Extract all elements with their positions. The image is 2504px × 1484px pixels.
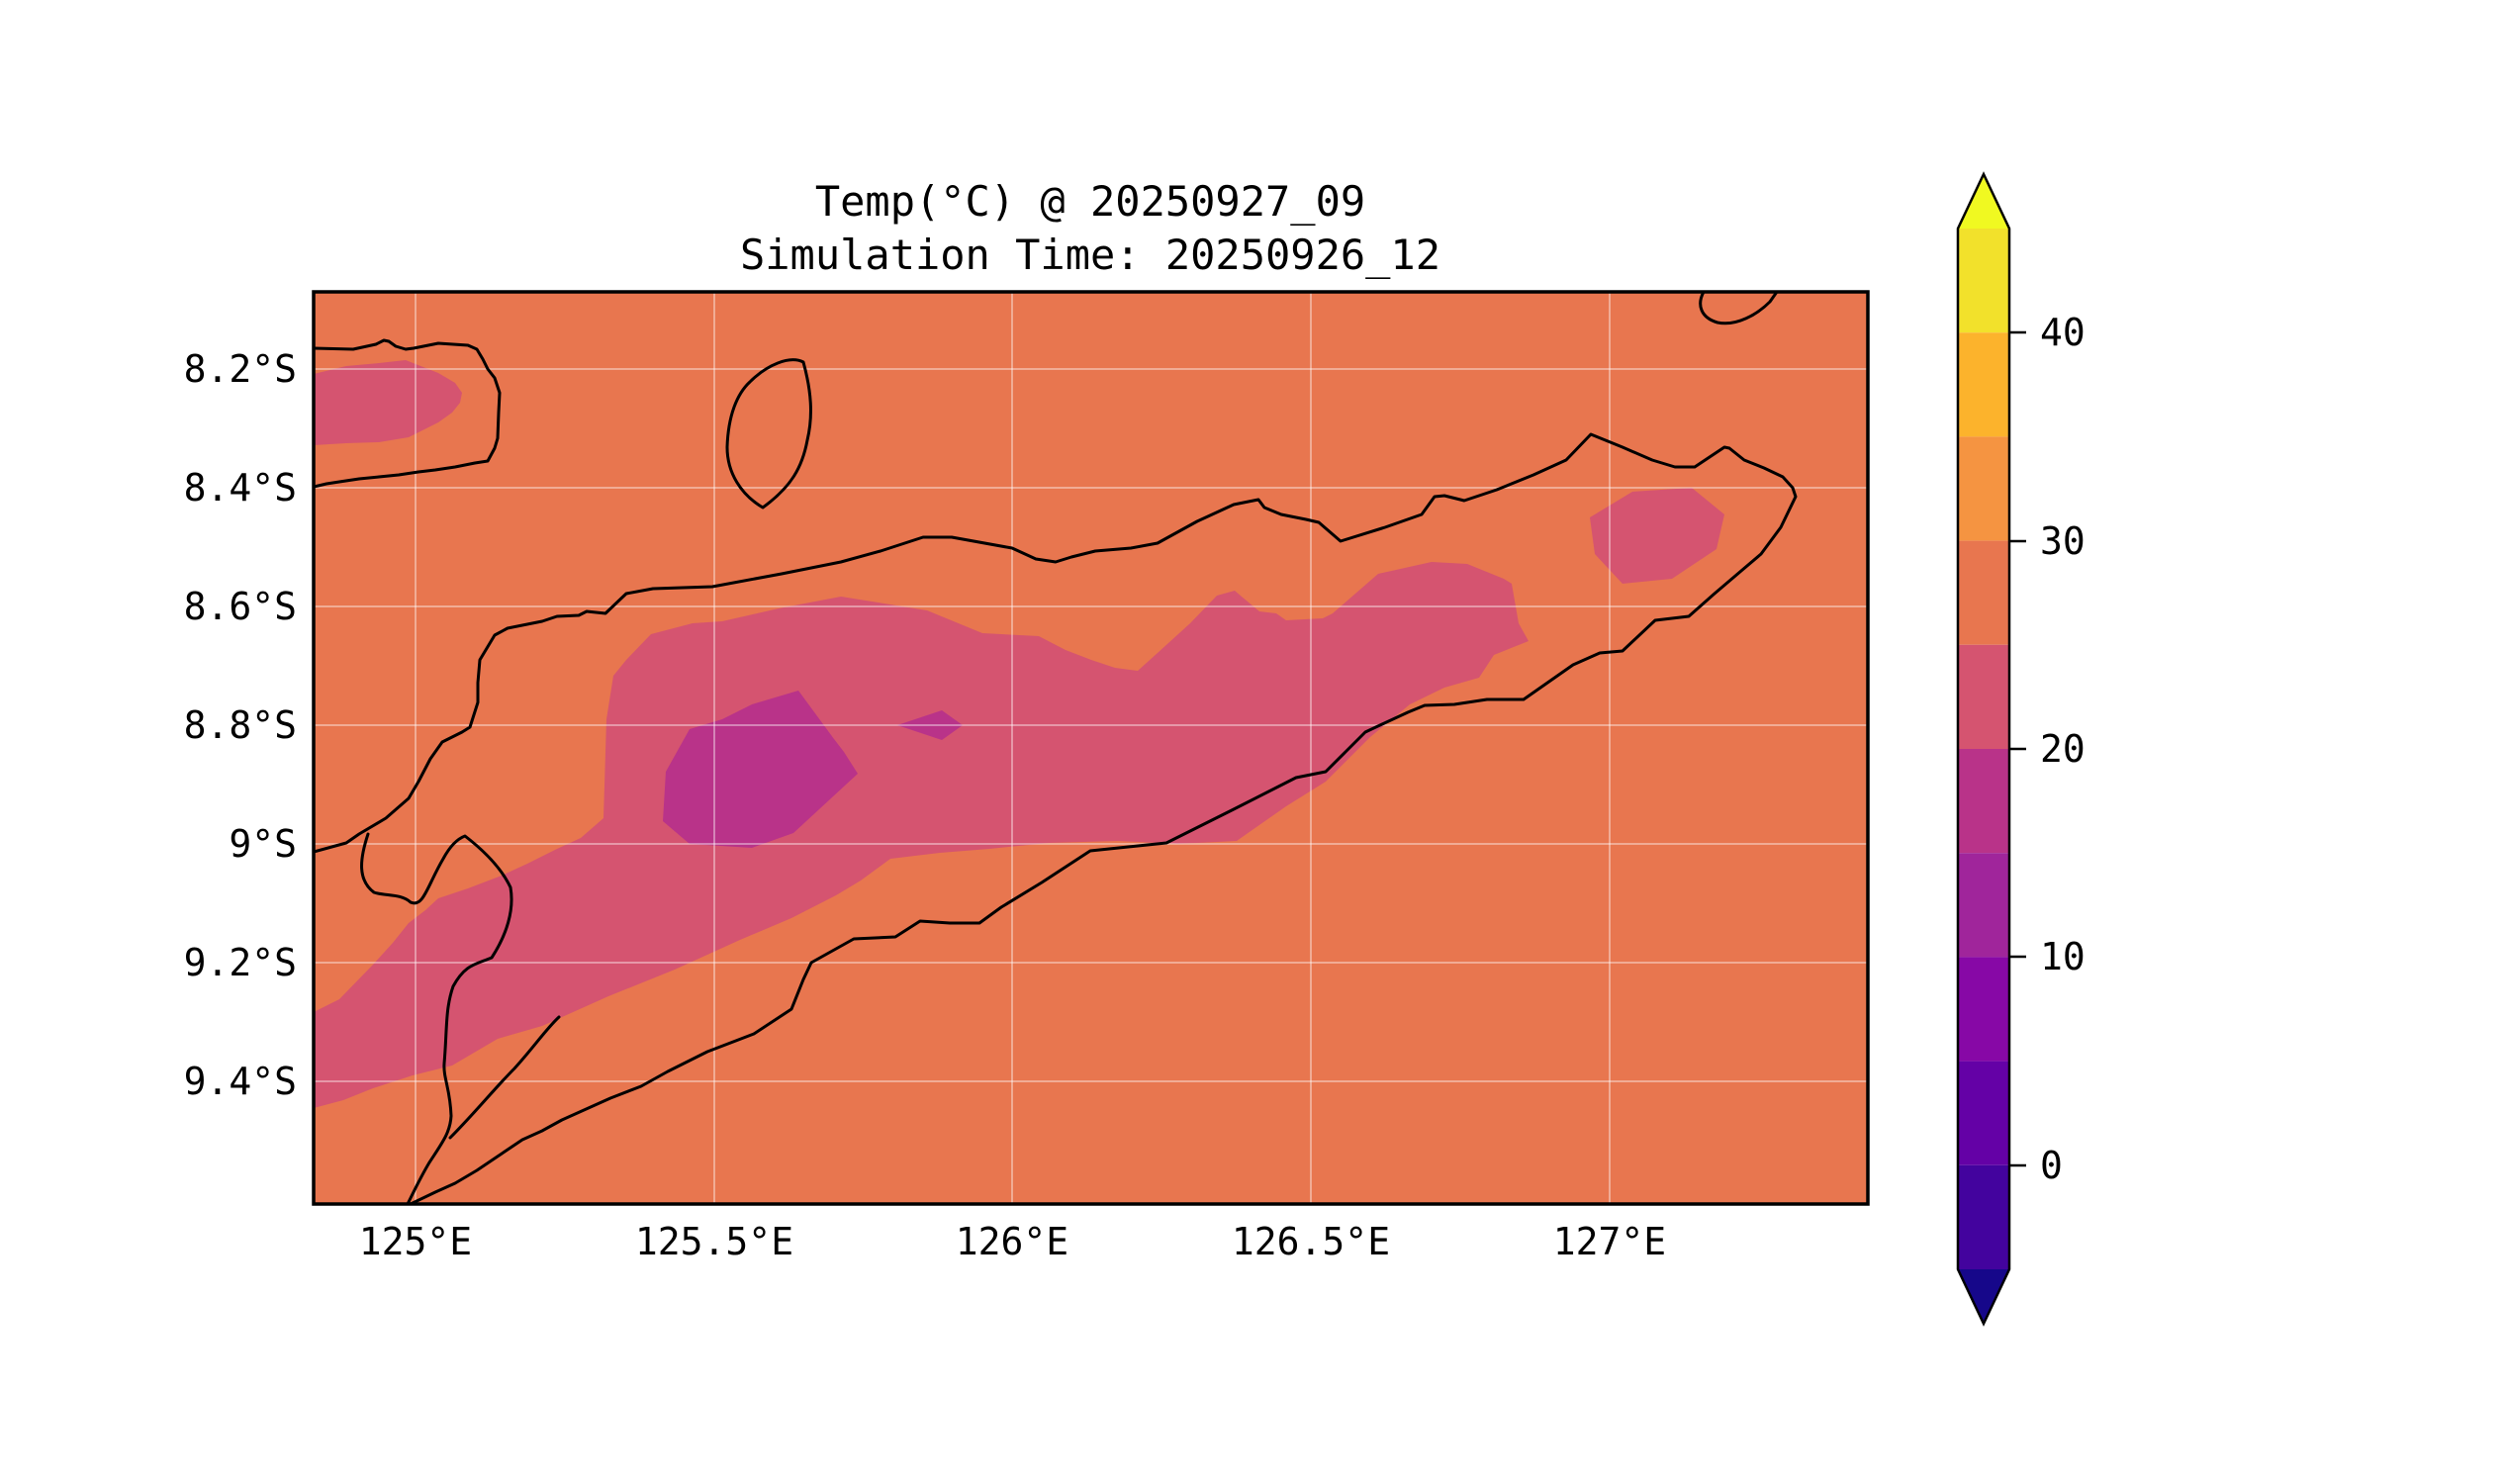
x-tick-126e: 126°E [956, 1220, 1068, 1263]
cbar-labels: 40 30 20 10 0 [2040, 311, 2086, 1187]
y-tick-8-2s: 8.2°S [184, 347, 297, 391]
plot-border [312, 290, 1870, 1206]
y-axis-labels: 8.2°S 8.4°S 8.6°S 8.8°S 9°S 9.2°S 9.4°S [184, 347, 297, 1103]
y-tick-8-4s: 8.4°S [184, 466, 297, 510]
cbar-over-arrow [1958, 174, 2009, 229]
x-tick-125e: 125°E [359, 1220, 472, 1263]
plot-title: Temp(°C) @ 20250927_09 [815, 177, 1365, 226]
cbar-ticks [2009, 330, 2026, 1167]
coastline-west-border-wiggle [360, 832, 513, 1204]
coastline-inner-segment-southwest [448, 1015, 561, 1140]
cbar-label-40: 40 [2040, 311, 2086, 354]
map-fill-20-25-alor [314, 360, 462, 445]
coastline-fragment-northeast [1699, 292, 1779, 325]
y-tick-9s: 9°S [229, 822, 297, 866]
cbar-seg-40-45 [1958, 229, 2009, 333]
colorbar: 40 30 20 10 0 [1956, 171, 2086, 1327]
cbar-label-30: 30 [2040, 519, 2086, 563]
cbar-label-20: 20 [2040, 727, 2086, 771]
y-tick-9-2s: 9.2°S [184, 941, 297, 984]
coastlines [314, 292, 1798, 1204]
coastline-alor-island [314, 338, 502, 489]
cbar-seg-5-10 [1958, 957, 2009, 1062]
x-tick-126-5e: 126.5°E [1232, 1220, 1390, 1263]
cbar-seg-20-25 [1958, 644, 2009, 749]
coastline-atauro-island [725, 358, 812, 510]
cbar-seg-35-40 [1958, 332, 2009, 437]
cbar-outline [1956, 171, 2011, 1327]
cbar-seg-30-35 [1958, 436, 2009, 541]
plot-subtitle: Simulation Time: 20250926_12 [740, 231, 1440, 279]
y-tick-9-4s: 9.4°S [184, 1060, 297, 1103]
cbar-seg-15-20 [1958, 749, 2009, 854]
x-axis-labels: 125°E 125.5°E 126°E 126.5°E 127°E [359, 1220, 1666, 1263]
cbar-seg-10-15 [1958, 853, 2009, 958]
cbar-seg-25-30 [1958, 540, 2009, 645]
x-tick-125-5e: 125.5°E [635, 1220, 793, 1263]
coastline-timor-island [314, 432, 1798, 1204]
y-tick-8-6s: 8.6°S [184, 585, 297, 628]
cbar-label-0: 0 [2040, 1144, 2063, 1187]
map-panel [314, 292, 1868, 1204]
x-tick-127e: 127°E [1553, 1220, 1666, 1263]
cbar-seg-m5-0 [1958, 1164, 2009, 1269]
cbar-seg-0-5 [1958, 1061, 2009, 1165]
cbar-label-10: 10 [2040, 935, 2086, 978]
map-fill-15-20-core [663, 691, 858, 848]
map-fill-15-20-diamond [897, 710, 963, 740]
map-fill-20-25-central-band [314, 562, 1529, 1108]
cbar-under-arrow [1958, 1269, 2009, 1324]
map-fill-20-25-northeast [1590, 488, 1724, 584]
y-tick-8-8s: 8.8°S [184, 703, 297, 747]
graticule [314, 292, 1868, 1204]
